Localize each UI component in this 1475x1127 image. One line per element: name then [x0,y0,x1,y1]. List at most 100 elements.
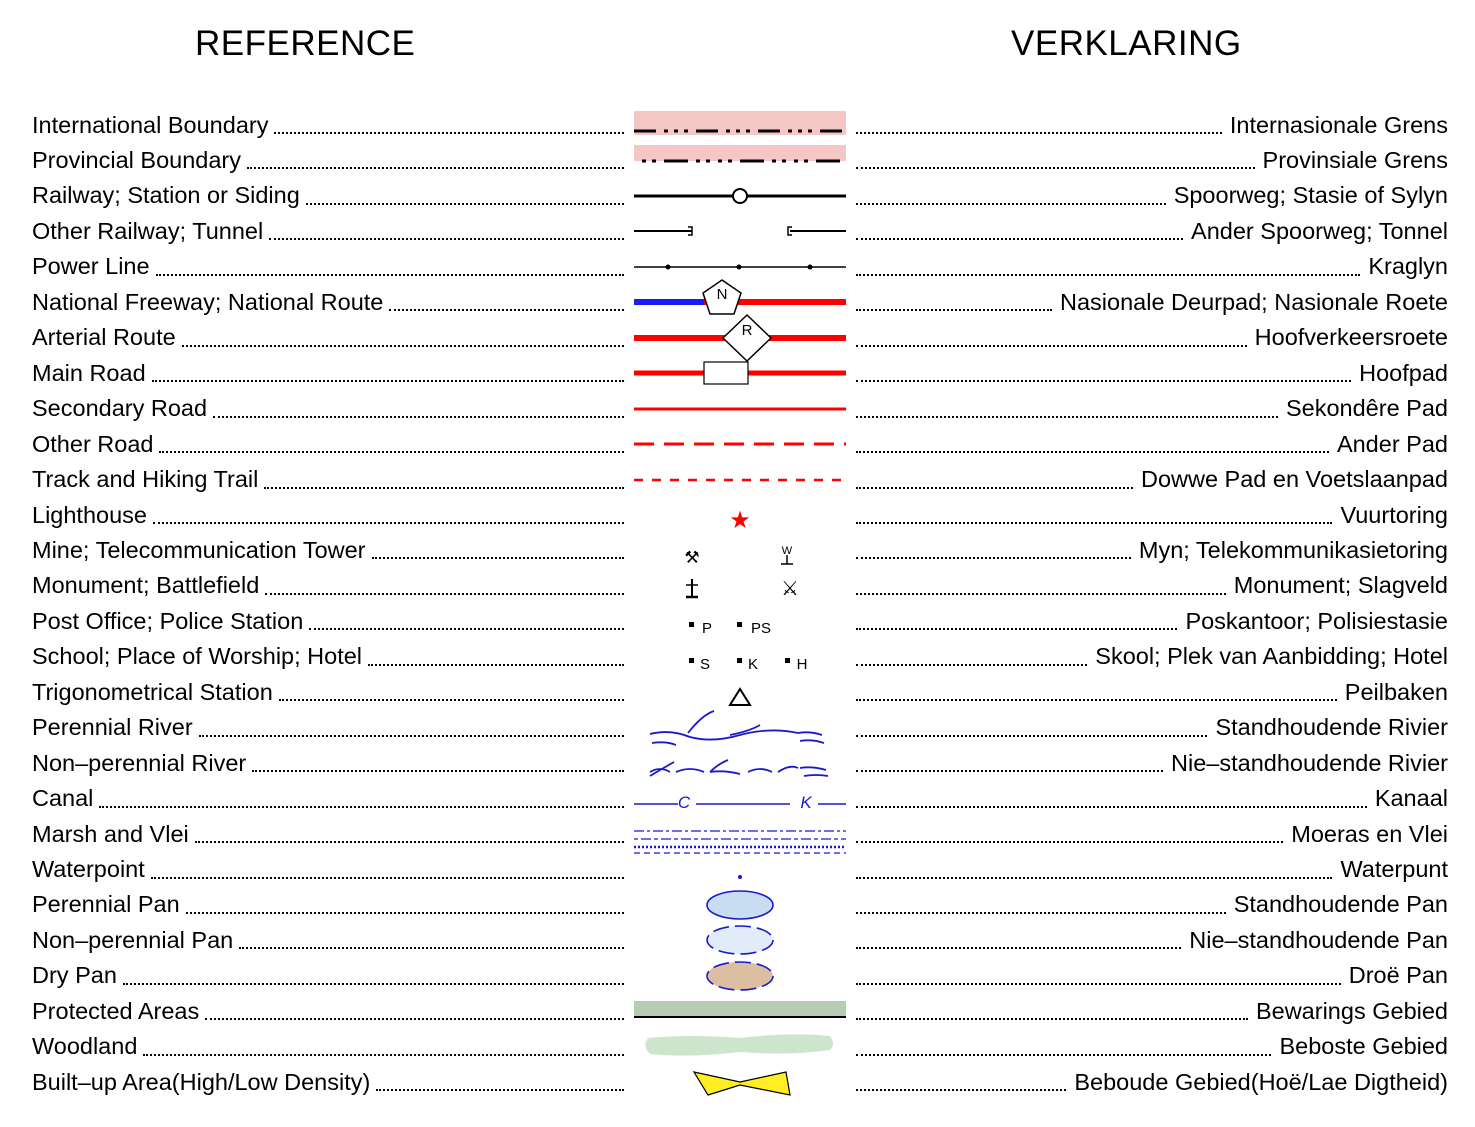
english-label-text: Power Line [32,253,150,280]
secondary-road-symbol [634,407,846,411]
english-label-text: Other Railway; Tunnel [32,217,264,244]
legend-row: Provincial Boundary Provinsiale Grens [0,143,1475,177]
other-railway-symbol [634,226,846,237]
afrikaans-label-text: Nie–standhoudende Rivier [1171,749,1448,776]
other-road-symbol [634,442,846,446]
english-label-text: Other Road [32,430,154,457]
legend-row: Post Office; Police Station P PS Poskantoor… [0,604,1475,638]
english-label: School; Place of Worship; Hotel [32,640,624,674]
svg-text:P: P [702,620,712,637]
svg-text:N: N [717,286,728,303]
english-label-text: Woodland [32,1033,138,1060]
legend-row: Mine; Telecommunication Tower ⚒ W Myn; Tele… [0,533,1475,568]
english-label-text: Mine; Telecommunication Tower [32,536,366,563]
afrikaans-label: Droë Pan [856,959,1448,993]
afrikaans-label: Myn; Telekommunikasietoring [856,533,1448,567]
english-label: Waterpoint [32,853,624,887]
legend-row: Track and Hiking Trail Dowwe Pad en Voets… [0,463,1475,497]
english-label: Canal [32,782,624,816]
afrikaans-label-text: Kanaal [1374,785,1448,812]
svg-text:W: W [782,545,793,557]
english-label: Arterial Route [32,321,624,355]
afrikaans-label-text: Peilbaken [1344,678,1448,705]
afrikaans-label: Internasionale Grens [856,108,1448,142]
afrikaans-label-text: Skool; Plek van Aanbidding; Hotel [1095,643,1448,670]
legend-row: Dry Pan Droë Pan [0,959,1475,993]
english-label: Track and Hiking Trail [32,463,624,497]
english-label-text: Protected Areas [32,997,200,1024]
afrikaans-label: Skool; Plek van Aanbidding; Hotel [856,640,1448,674]
perennial-river-symbol [649,709,825,746]
english-label: International Boundary [32,108,624,142]
svg-text:R: R [742,322,753,339]
non-perennial-river-symbol [649,759,829,777]
english-label-text: Lighthouse [32,501,147,528]
afrikaans-label: Beboude Gebied(Hoë/Lae Digtheid) [856,1065,1448,1099]
waterpoint-icon [738,874,742,879]
afrikaans-label-text: Internasionale Grens [1229,111,1448,138]
afrikaans-label-text: Hoofpad [1359,359,1448,386]
english-label-text: Track and Hiking Trail [32,466,259,492]
english-label-text: National Freeway; National Route [32,288,384,315]
english-label-text: Non–perennial River [32,749,247,776]
afrikaans-label-text: Kraglyn [1368,253,1448,280]
legend-row: Built–up Area(High/Low Density) Beboude G… [0,1065,1475,1099]
afrikaans-label: Provinsiale Grens [856,143,1448,177]
legend-row: Lighthouse ★ Vuurtoring [0,498,1475,535]
english-label: Power Line [32,250,624,284]
english-label-text: School; Place of Worship; Hotel [32,643,363,670]
railway-symbol [634,187,846,204]
english-label: Lighthouse [32,498,624,532]
english-label-text: Canal [32,785,94,812]
afrikaans-label: Beboste Gebied [856,1030,1448,1064]
legend-row: Canal C K Kanaal [0,782,1475,816]
legend-row: Power Line Kraglyn [0,250,1475,284]
english-label-text: Waterpoint [32,856,145,882]
svg-text:★: ★ [729,507,751,534]
english-label-text: Main Road [32,359,146,386]
svg-text:⚒: ⚒ [684,548,699,567]
english-label: Other Road [32,427,624,461]
legend-row: School; Place of Worship; Hotel S K H Skool;… [0,640,1475,674]
legend-row: Secondary Road Sekondêre Pad [0,392,1475,426]
english-label: Built–up Area(High/Low Density) [32,1065,624,1099]
afrikaans-label-text: Standhoudende Rivier [1215,714,1448,741]
afrikaans-label: Nie–standhoudende Rivier [856,746,1448,780]
afrikaans-label-text: Nie–standhoudende Pan [1189,926,1448,953]
afrikaans-label: Poskantoor; Polisiestasie [856,604,1448,638]
afrikaans-label-text: Ander Spoorweg; Tonnel [1191,217,1448,244]
main-road-symbol [634,361,846,385]
english-label: Post Office; Police Station [32,604,624,638]
legend-row: Trigonometrical Station Peilbaken [0,675,1475,709]
afrikaans-label: Kanaal [856,782,1448,816]
builtup-area-symbol [692,1071,791,1096]
afrikaans-label-text: Provinsiale Grens [1262,146,1448,173]
english-label-text: Arterial Route [32,324,176,351]
afrikaans-label-text: Nasionale Deurpad; Nasionale Roete [1060,288,1448,315]
afrikaans-label-text: Dowwe Pad en Voetslaanpad [1140,466,1448,492]
monument-battlefield-icons: ⚔ [686,578,799,600]
afrikaans-label: Waterpunt [856,853,1448,887]
english-label-text: Dry Pan [32,962,117,989]
svg-text:PS: PS [751,620,771,637]
reference-heading: REFERENCE [195,24,416,63]
legend-row: Woodland Beboste Gebied [0,1030,1475,1064]
verklaring-heading: VERKLARING [1011,24,1242,63]
english-label: Main Road [32,356,624,390]
afrikaans-label-text: Myn; Telekommunikasietoring [1138,536,1448,563]
legend-row: Other Railway; Tunnel Ander Spoorweg; Ton… [0,214,1475,248]
afrikaans-label: Spoorweg; Stasie of Sylyn [856,179,1448,213]
afrikaans-label-text: Poskantoor; Polisiestasie [1185,607,1448,634]
legend-row: Main Road Hoofpad [0,356,1475,390]
afrikaans-label: Ander Pad [856,427,1448,461]
english-label: Monument; Battlefield [32,569,624,603]
english-label: Mine; Telecommunication Tower [32,533,624,567]
international-boundary-symbol [634,111,846,135]
afrikaans-label: Dowwe Pad en Voetslaanpad [856,463,1448,497]
legend-row: Protected Areas Bewarings Gebied [0,994,1475,1028]
english-label-text: International Boundary [32,111,269,138]
afrikaans-label: Bewarings Gebied [856,994,1448,1028]
afrikaans-label: Vuurtoring [856,498,1448,532]
english-label-text: Perennial Pan [32,891,180,918]
